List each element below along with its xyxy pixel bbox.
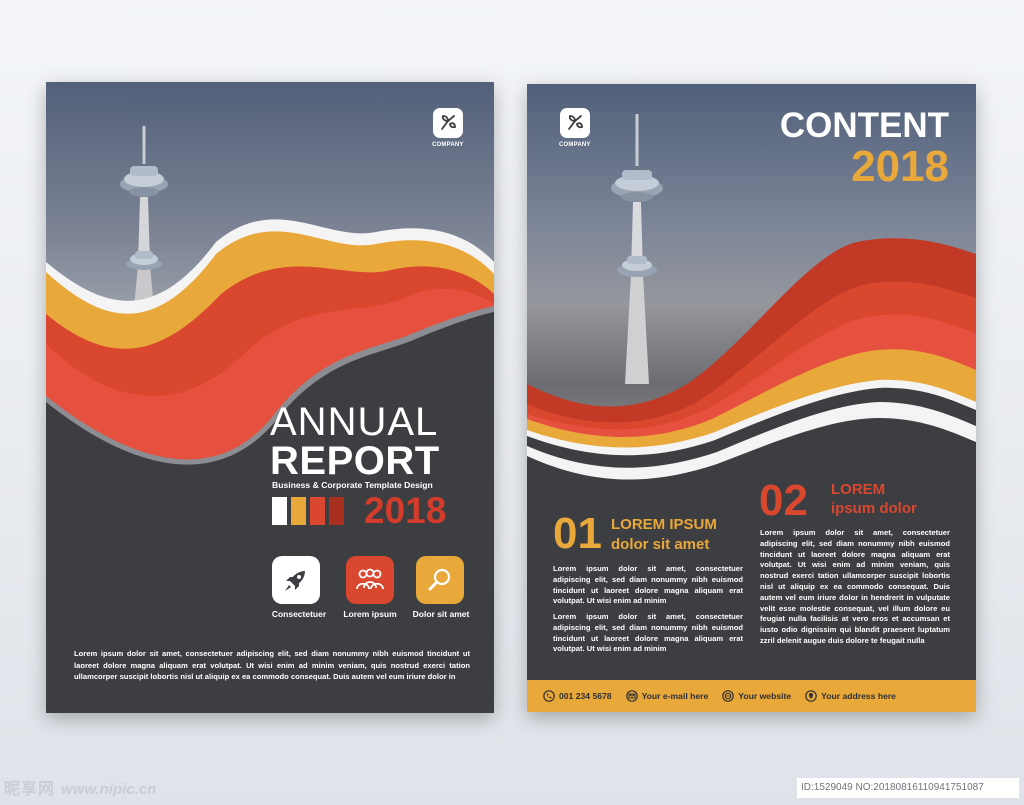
feature-tile-search <box>416 556 464 604</box>
content-year: 2018 <box>851 142 949 191</box>
feature-label-1: Consectetuer <box>271 609 327 619</box>
section-01-number: 01 <box>553 509 602 558</box>
address-text: Your address here <box>821 691 896 701</box>
globe-icon <box>722 690 735 702</box>
contact-address: Your address here <box>805 690 896 702</box>
logo-text: COMPANY <box>432 142 464 148</box>
watermark-brand-text: 昵享网 <box>4 781 56 798</box>
search-icon <box>428 568 451 591</box>
phone-text: 001 234 5678 <box>559 691 612 701</box>
cover-body-text: Lorem ipsum dolor sit amet, consectetuer… <box>74 649 470 681</box>
content-title: CONTENT <box>779 106 949 145</box>
contact-footer: 001 234 5678 Your e-mail here Your websi… <box>527 680 976 712</box>
content-artwork <box>527 114 976 712</box>
company-logo: COMPANY <box>559 108 591 148</box>
section-01-heading-1: LOREM IPSUM <box>611 516 717 533</box>
website-text: Your website <box>738 691 792 701</box>
section-02-number: 02 <box>759 476 808 525</box>
watermark-brand: 昵享网 www.nipic.cn <box>4 775 156 799</box>
cover-subtitle: Business & Corporate Template Design <box>272 480 433 490</box>
section-01-heading-2: dolor sit amet <box>611 536 710 553</box>
company-logo: COMPANY <box>432 108 464 148</box>
annual-report-cover: COMPANY ANNUAL REPORT Business & Corpora… <box>46 82 494 713</box>
title-annual: ANNUAL <box>270 400 439 444</box>
location-pin-icon <box>805 690 817 702</box>
swatch-white <box>272 497 287 525</box>
section-01-paragraph-2: Lorem ipsum dolor sit amet, consectetuer… <box>553 612 743 654</box>
leaf-logo-icon <box>559 108 590 138</box>
logo-text: COMPANY <box>559 142 591 148</box>
color-swatch-bars <box>272 497 344 525</box>
contact-email: Your e-mail here <box>625 690 709 702</box>
swatch-red <box>329 497 344 525</box>
cover-year: 2018 <box>364 490 447 531</box>
content-page: COMPANY CONTENT 2018 02 LOREM ipsum dolo… <box>527 84 976 712</box>
cover-artwork <box>46 126 494 713</box>
swatch-orange <box>310 497 325 525</box>
feature-tile-people <box>346 556 394 604</box>
contact-website: Your website <box>722 690 791 702</box>
leaf-logo-icon <box>432 108 463 138</box>
people-icon <box>356 568 384 590</box>
section-02-heading-1: LOREM <box>831 481 886 498</box>
feature-label-3: Dolor sit amet <box>412 609 470 619</box>
section-01-paragraph-1: Lorem ipsum dolor sit amet, consectetuer… <box>553 564 743 606</box>
watermark-url: www.nipic.cn <box>61 781 157 798</box>
swatch-yellow <box>291 497 306 525</box>
feature-label-2: Lorem ipsum <box>343 609 397 619</box>
feature-tile-rocket <box>272 556 320 604</box>
rocket-icon <box>285 571 305 591</box>
email-text: Your e-mail here <box>641 691 709 701</box>
title-report: REPORT <box>270 439 440 483</box>
section-02-heading-2: ipsum dolor <box>831 500 917 517</box>
contact-phone: 001 234 5678 <box>543 690 612 702</box>
watermark-id: ID:1529049 NO:20180816110941751087 <box>797 778 1019 798</box>
phone-icon <box>543 690 555 702</box>
email-icon <box>625 690 638 702</box>
wave-charcoal <box>527 418 976 712</box>
section-02-paragraph: Lorem ipsum dolor sit amet, consectetuer… <box>760 528 950 645</box>
tv-tower-illustration <box>611 114 663 384</box>
wave-charcoal <box>46 312 494 713</box>
